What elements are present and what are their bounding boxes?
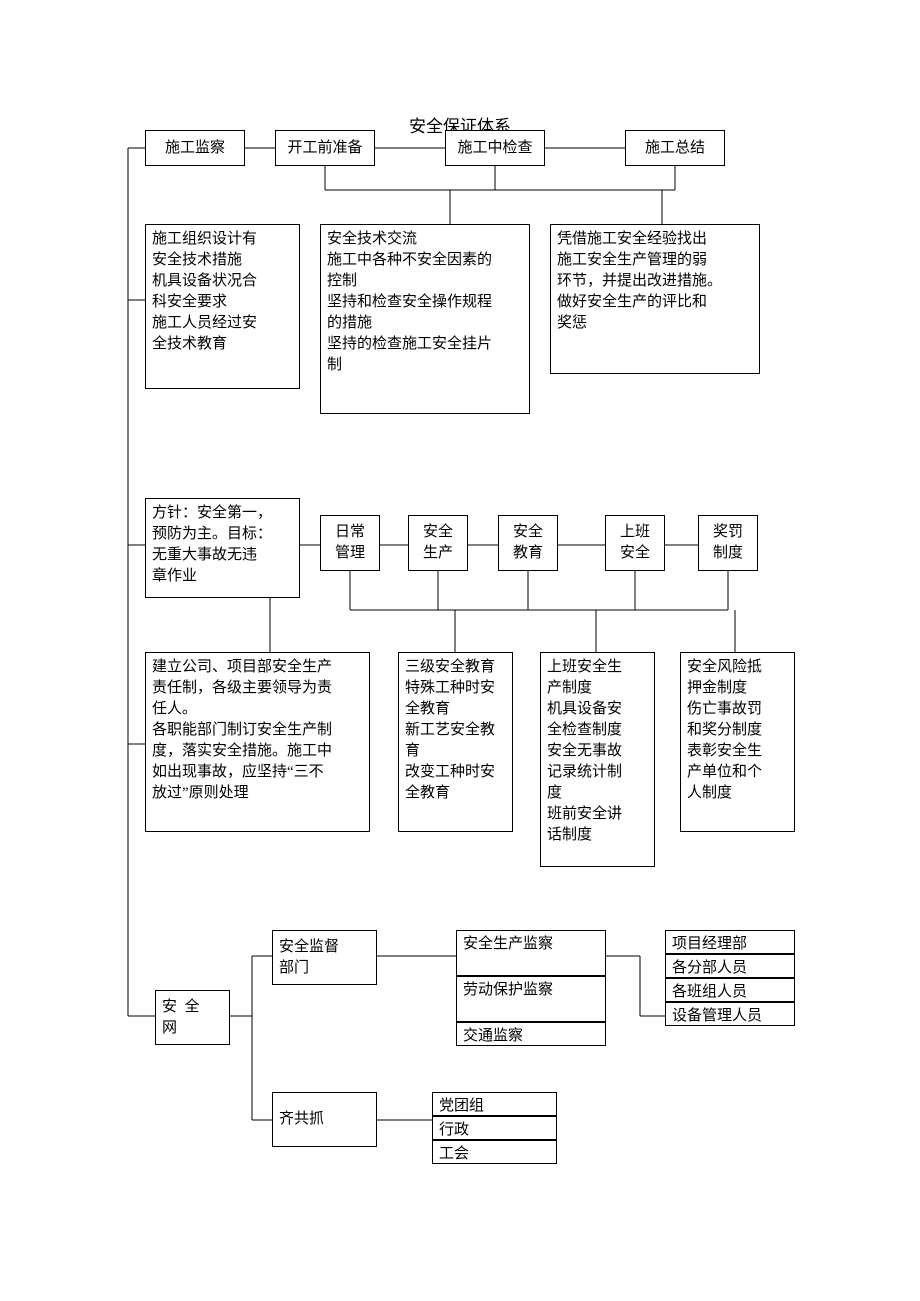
cell-party-group: 党团组: [432, 1092, 557, 1116]
node-reward-penalty: 奖罚 制度: [698, 515, 758, 571]
node-pre-construction-prep: 开工前准备: [275, 130, 375, 166]
node-responsibility-system: 建立公司、项目部安全生产 责任制，各级主要领导为责 任人。 各职能部门制订安全生…: [145, 652, 370, 832]
node-work-safety: 上班 安全: [605, 515, 665, 571]
cell-safety-prod-inspect: 安全生产监察: [456, 930, 606, 976]
cell-labor-protection-inspect: 劳动保护监察: [456, 976, 606, 1022]
node-daily-management: 日常 管理: [320, 515, 380, 571]
cell-equipment-mgmt-staff: 设备管理人员: [665, 1002, 795, 1026]
node-in-construction-check: 施工中检查: [445, 130, 545, 166]
node-safety-technical-exchange: 安全技术交流 施工中各种不安全因素的 控制 坚持和检查安全操作规程 的措施 坚持…: [320, 224, 530, 414]
node-org-design: 施工组织设计有 安全技术措施 机具设备状况合 科安全要求 施工人员经过安 全技术…: [145, 224, 300, 389]
cell-branch-staff: 各分部人员: [665, 954, 795, 978]
node-reward-systems: 安全风险抵 押金制度 伤亡事故罚 和奖分制度 表彰安全生 产单位和个 人制度: [680, 652, 795, 832]
node-safety-net: 安 全 网: [155, 990, 230, 1045]
node-construction-supervision: 施工监察: [145, 130, 245, 166]
node-work-safety-systems: 上班安全生 产制度 机具设备安 全检查制度 安全无事故 记录统计制 度 班前安全…: [540, 652, 655, 867]
cell-project-manager-dept: 项目经理部: [665, 930, 795, 954]
node-safety-policy: 方针：安全第一， 预防为主。目标： 无重大事故无违 章作业: [145, 498, 300, 598]
node-supervision-dept: 安全监督 部门: [272, 930, 377, 985]
node-experience-summary: 凭借施工安全经验找出 施工安全生产管理的弱 环节，并提出改进措施。 做好安全生产…: [550, 224, 760, 374]
node-safety-education: 安全 教育: [498, 515, 558, 571]
cell-admin: 行政: [432, 1116, 557, 1140]
cell-team-staff: 各班组人员: [665, 978, 795, 1002]
cell-union: 工会: [432, 1140, 557, 1164]
node-education-levels: 三级安全教育 特殊工种时安 全教育 新工艺安全教 育 改变工种时安 全教育: [398, 652, 513, 832]
node-joint-management: 齐共抓: [272, 1092, 377, 1147]
node-safety-production: 安全 生产: [408, 515, 468, 571]
node-construction-summary: 施工总结: [625, 130, 725, 166]
cell-traffic-inspect: 交通监察: [456, 1022, 606, 1046]
